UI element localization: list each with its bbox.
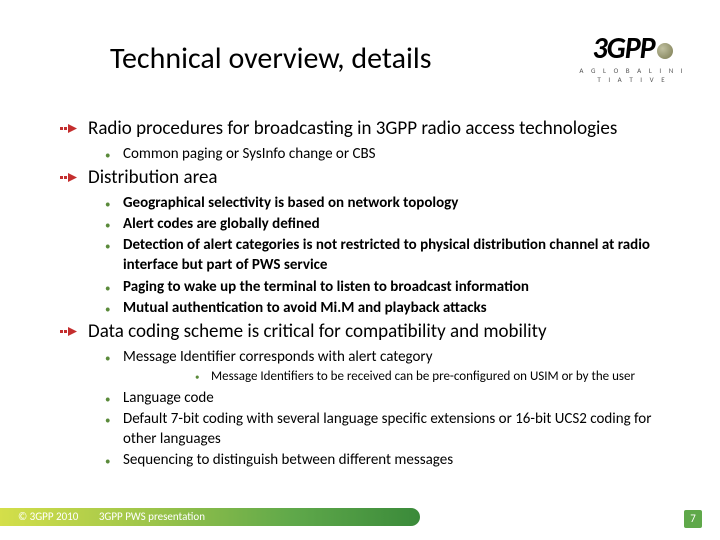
level2-list: •Geographical selectivity is based on ne… xyxy=(105,193,670,319)
level2-text: Default 7-bit coding with several langua… xyxy=(123,409,670,450)
level2-item: •Common paging or SysInfo change or CBS xyxy=(105,144,670,164)
red-arrow-bullet-icon xyxy=(60,320,80,338)
dot-bullet-icon: • xyxy=(105,347,123,365)
dot-bullet-icon: • xyxy=(105,298,123,316)
level2-text: Message Identifier corresponds with aler… xyxy=(123,347,433,367)
logo-3gpp: 3GPP A G L O B A L I N I T I A T I V E xyxy=(575,35,690,84)
level2-item: •Language code xyxy=(105,388,670,408)
level2-text: Language code xyxy=(123,388,214,408)
dot-bullet-icon: • xyxy=(105,214,123,232)
level2-item: •Detection of alert categories is not re… xyxy=(105,235,670,276)
level2-text: Detection of alert categories is not res… xyxy=(123,235,670,276)
footer-copyright: © 3GPP 2010 xyxy=(18,510,78,523)
level1-item: Radio procedures for broadcasting in 3GP… xyxy=(60,117,670,142)
dot-bullet-icon: • xyxy=(105,409,123,427)
level2-item: •Default 7-bit coding with several langu… xyxy=(105,409,670,450)
level2-text: Common paging or SysInfo change or CBS xyxy=(123,144,376,164)
level2-list: •Common paging or SysInfo change or CBS xyxy=(105,144,670,164)
level2-item: •Message Identifier corresponds with ale… xyxy=(105,347,670,367)
level2-item: •Mutual authentication to avoid Mi.M and… xyxy=(105,298,670,318)
level1-text: Radio procedures for broadcasting in 3GP… xyxy=(88,117,617,142)
logo-part1: 3G xyxy=(592,30,624,67)
level3-list: •Message Identifiers to be received can … xyxy=(195,368,670,386)
dot-bullet-icon: • xyxy=(105,277,123,295)
footer: © 3GPP 2010 3GPP PWS presentation xyxy=(0,508,720,528)
level2-text: Sequencing to distinguish between differ… xyxy=(123,450,453,470)
level2-text: Mutual authentication to avoid Mi.M and … xyxy=(123,298,487,318)
dot-bullet-icon: • xyxy=(105,235,123,253)
level2-list: •Message Identifier corresponds with ale… xyxy=(105,347,670,471)
logo-text: 3GPP xyxy=(575,35,690,62)
dot-bullet-icon: • xyxy=(195,368,211,383)
logo-tagline: A G L O B A L I N I T I A T I V E xyxy=(575,66,690,84)
footer-presentation: 3GPP PWS presentation xyxy=(99,510,205,523)
level2-text: Alert codes are globally defined xyxy=(123,214,320,234)
level3-item: •Message Identifiers to be received can … xyxy=(195,368,670,386)
logo-part2: PP xyxy=(625,30,655,67)
dot-bullet-icon: • xyxy=(105,450,123,468)
level1-text: Data coding scheme is critical for compa… xyxy=(88,320,547,345)
level2-text: Paging to wake up the terminal to listen… xyxy=(123,277,529,297)
slide: 3GPP A G L O B A L I N I T I A T I V E T… xyxy=(0,0,720,540)
level1-text: Distribution area xyxy=(88,166,218,191)
dot-bullet-icon: • xyxy=(105,193,123,211)
footer-text: © 3GPP 2010 3GPP PWS presentation xyxy=(0,508,720,526)
level1-item: Distribution area xyxy=(60,166,670,191)
level1-item: Data coding scheme is critical for compa… xyxy=(60,320,670,345)
dot-bullet-icon: • xyxy=(105,144,123,162)
red-arrow-bullet-icon xyxy=(60,166,80,184)
dot-bullet-icon: • xyxy=(105,388,123,406)
logo-sphere-icon xyxy=(657,43,673,59)
level3-text: Message Identifiers to be received can b… xyxy=(211,368,635,386)
level2-item: •Geographical selectivity is based on ne… xyxy=(105,193,670,213)
level2-item: •Sequencing to distinguish between diffe… xyxy=(105,450,670,470)
content-body: Radio procedures for broadcasting in 3GP… xyxy=(60,117,670,471)
red-arrow-bullet-icon xyxy=(60,117,80,135)
level2-item: •Paging to wake up the terminal to liste… xyxy=(105,277,670,297)
level2-text: Geographical selectivity is based on net… xyxy=(123,193,458,213)
level2-item: •Alert codes are globally defined xyxy=(105,214,670,234)
